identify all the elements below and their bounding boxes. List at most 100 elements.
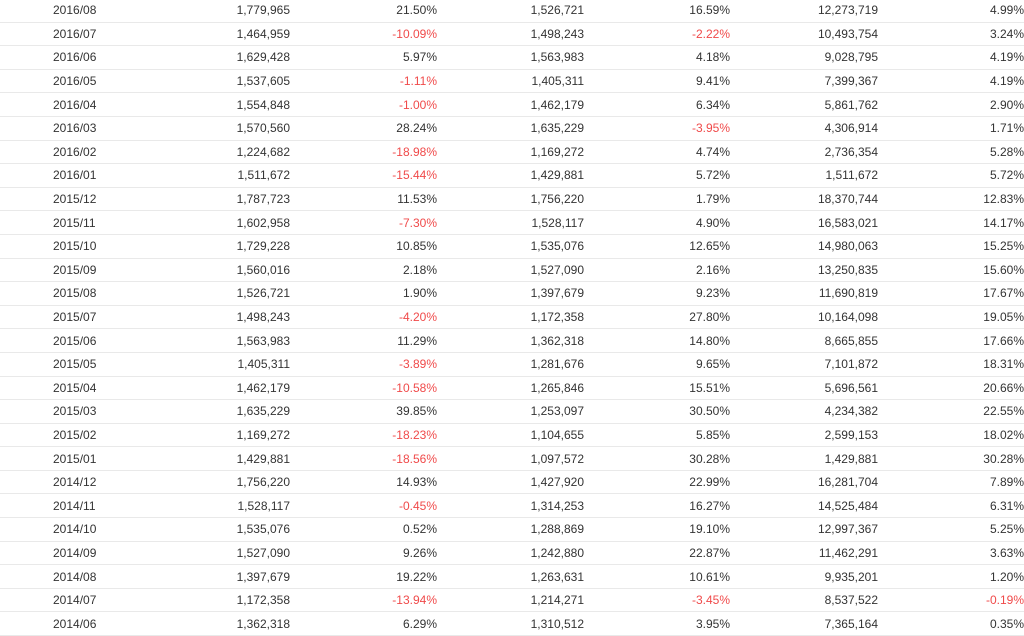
prev-value-cell: 1,526,721 — [437, 0, 584, 23]
cumulative-change-cell: 4.99% — [878, 0, 1024, 23]
cumulative-cell: 12,997,367 — [730, 517, 878, 542]
change-cell: -1.11% — [290, 69, 437, 94]
cumulative-change-cell: 7.89% — [878, 470, 1024, 495]
cumulative-cell: 14,525,484 — [730, 493, 878, 519]
prev-change-cell: 3.95% — [584, 611, 730, 636]
table-row: 2014/12 1,756,220 14.93% 1,427,920 22.99% 16,… — [0, 470, 1024, 495]
table-row: 2014/08 1,397,679 19.22% 1,263,631 10.61% 9,9… — [0, 564, 1024, 589]
period-cell: 2015/07 — [0, 305, 120, 330]
prev-change-cell: 4.90% — [584, 210, 730, 235]
period-cell: 2015/02 — [0, 423, 120, 448]
cumulative-cell: 9,935,201 — [730, 564, 878, 589]
table-row: 2015/03 1,635,229 39.85% 1,253,097 30.50% 4,2… — [0, 399, 1024, 424]
table-row: 2015/12 1,787,723 11.53% 1,756,220 1.79% 18,3… — [0, 187, 1024, 212]
cumulative-change-cell: 1.71% — [878, 116, 1024, 141]
cumulative-change-cell: 0.35% — [878, 611, 1024, 636]
period-cell: 2015/11 — [0, 210, 120, 235]
cumulative-cell: 10,164,098 — [730, 305, 878, 330]
cumulative-change-cell: 3.63% — [878, 541, 1024, 566]
cumulative-cell: 7,101,872 — [730, 352, 878, 377]
cumulative-cell: 5,696,561 — [730, 376, 878, 401]
prev-value-cell: 1,429,881 — [437, 163, 584, 188]
period-cell: 2015/05 — [0, 352, 120, 377]
value-cell: 1,554,848 — [120, 92, 290, 117]
change-cell: -7.30% — [290, 210, 437, 235]
value-cell: 1,537,605 — [120, 69, 290, 94]
table-row: 2014/07 1,172,358 -13.94% 1,214,271 -3.45% 8,… — [0, 588, 1024, 613]
prev-value-cell: 1,242,880 — [437, 541, 584, 566]
table-row: 2016/08 1,779,965 21.50% 1,526,721 16.59% 12,… — [0, 0, 1024, 23]
table-row: 2016/01 1,511,672 -15.44% 1,429,881 5.72% 1,5… — [0, 163, 1024, 188]
prev-change-cell: 22.99% — [584, 470, 730, 495]
change-cell: 6.29% — [290, 611, 437, 636]
cumulative-change-cell: 5.72% — [878, 163, 1024, 188]
change-cell: -18.23% — [290, 423, 437, 448]
cumulative-change-cell: 15.25% — [878, 234, 1024, 259]
value-cell: 1,570,560 — [120, 116, 290, 141]
cumulative-cell: 5,861,762 — [730, 92, 878, 117]
change-cell: 5.97% — [290, 45, 437, 70]
period-cell: 2016/08 — [0, 0, 120, 23]
change-cell: 39.85% — [290, 399, 437, 424]
prev-value-cell: 1,172,358 — [437, 305, 584, 330]
cumulative-cell: 1,429,881 — [730, 446, 878, 471]
cumulative-cell: 7,399,367 — [730, 69, 878, 94]
change-cell: 11.29% — [290, 328, 437, 353]
cumulative-change-cell: 18.31% — [878, 352, 1024, 377]
value-cell: 1,527,090 — [120, 541, 290, 566]
prev-change-cell: 4.18% — [584, 45, 730, 70]
cumulative-change-cell: 20.66% — [878, 376, 1024, 401]
cumulative-cell: 4,234,382 — [730, 399, 878, 424]
prev-change-cell: 16.59% — [584, 0, 730, 23]
table-row: 2015/01 1,429,881 -18.56% 1,097,572 30.28% 1,… — [0, 446, 1024, 471]
value-cell: 1,629,428 — [120, 45, 290, 70]
prev-value-cell: 1,527,090 — [437, 258, 584, 283]
prev-change-cell: 14.80% — [584, 328, 730, 353]
cumulative-cell: 10,493,754 — [730, 22, 878, 47]
prev-change-cell: 12.65% — [584, 234, 730, 259]
table-row: 2015/11 1,602,958 -7.30% 1,528,117 4.90% 16,5… — [0, 210, 1024, 235]
change-cell: 28.24% — [290, 116, 437, 141]
change-cell: 14.93% — [290, 470, 437, 495]
period-cell: 2015/03 — [0, 399, 120, 424]
prev-change-cell: 15.51% — [584, 376, 730, 401]
cumulative-cell: 2,599,153 — [730, 423, 878, 448]
value-cell: 1,397,679 — [120, 564, 290, 589]
cumulative-change-cell: 14.17% — [878, 210, 1024, 235]
table-row: 2015/10 1,729,228 10.85% 1,535,076 12.65% 14,… — [0, 234, 1024, 259]
value-cell: 1,498,243 — [120, 305, 290, 330]
period-cell: 2015/04 — [0, 376, 120, 401]
prev-value-cell: 1,288,869 — [437, 517, 584, 542]
period-cell: 2016/03 — [0, 116, 120, 141]
change-cell: -3.89% — [290, 352, 437, 377]
period-cell: 2016/05 — [0, 69, 120, 94]
cumulative-change-cell: 18.02% — [878, 423, 1024, 448]
change-cell: -18.98% — [290, 140, 437, 165]
prev-value-cell: 1,281,676 — [437, 352, 584, 377]
period-cell: 2015/09 — [0, 258, 120, 283]
value-cell: 1,511,672 — [120, 163, 290, 188]
prev-change-cell: 1.79% — [584, 187, 730, 212]
period-cell: 2014/12 — [0, 470, 120, 495]
prev-change-cell: 6.34% — [584, 92, 730, 117]
table-row: 2016/07 1,464,959 -10.09% 1,498,243 -2.22% 10… — [0, 22, 1024, 47]
cumulative-cell: 11,462,291 — [730, 541, 878, 566]
period-cell: 2016/02 — [0, 140, 120, 165]
prev-value-cell: 1,314,253 — [437, 493, 584, 519]
prev-value-cell: 1,405,311 — [437, 69, 584, 94]
prev-value-cell: 1,462,179 — [437, 92, 584, 117]
prev-value-cell: 1,169,272 — [437, 140, 584, 165]
cumulative-cell: 13,250,835 — [730, 258, 878, 283]
period-cell: 2015/08 — [0, 281, 120, 306]
cumulative-change-cell: 19.05% — [878, 305, 1024, 330]
prev-change-cell: -2.22% — [584, 22, 730, 47]
prev-value-cell: 1,362,318 — [437, 328, 584, 353]
value-cell: 1,169,272 — [120, 423, 290, 448]
table-row: 2016/04 1,554,848 -1.00% 1,462,179 6.34% 5,86… — [0, 92, 1024, 117]
change-cell: 21.50% — [290, 0, 437, 23]
period-cell: 2014/10 — [0, 517, 120, 542]
period-cell: 2014/09 — [0, 541, 120, 566]
prev-value-cell: 1,263,631 — [437, 564, 584, 589]
cumulative-cell: 1,511,672 — [730, 163, 878, 188]
change-cell: -0.45% — [290, 493, 437, 519]
